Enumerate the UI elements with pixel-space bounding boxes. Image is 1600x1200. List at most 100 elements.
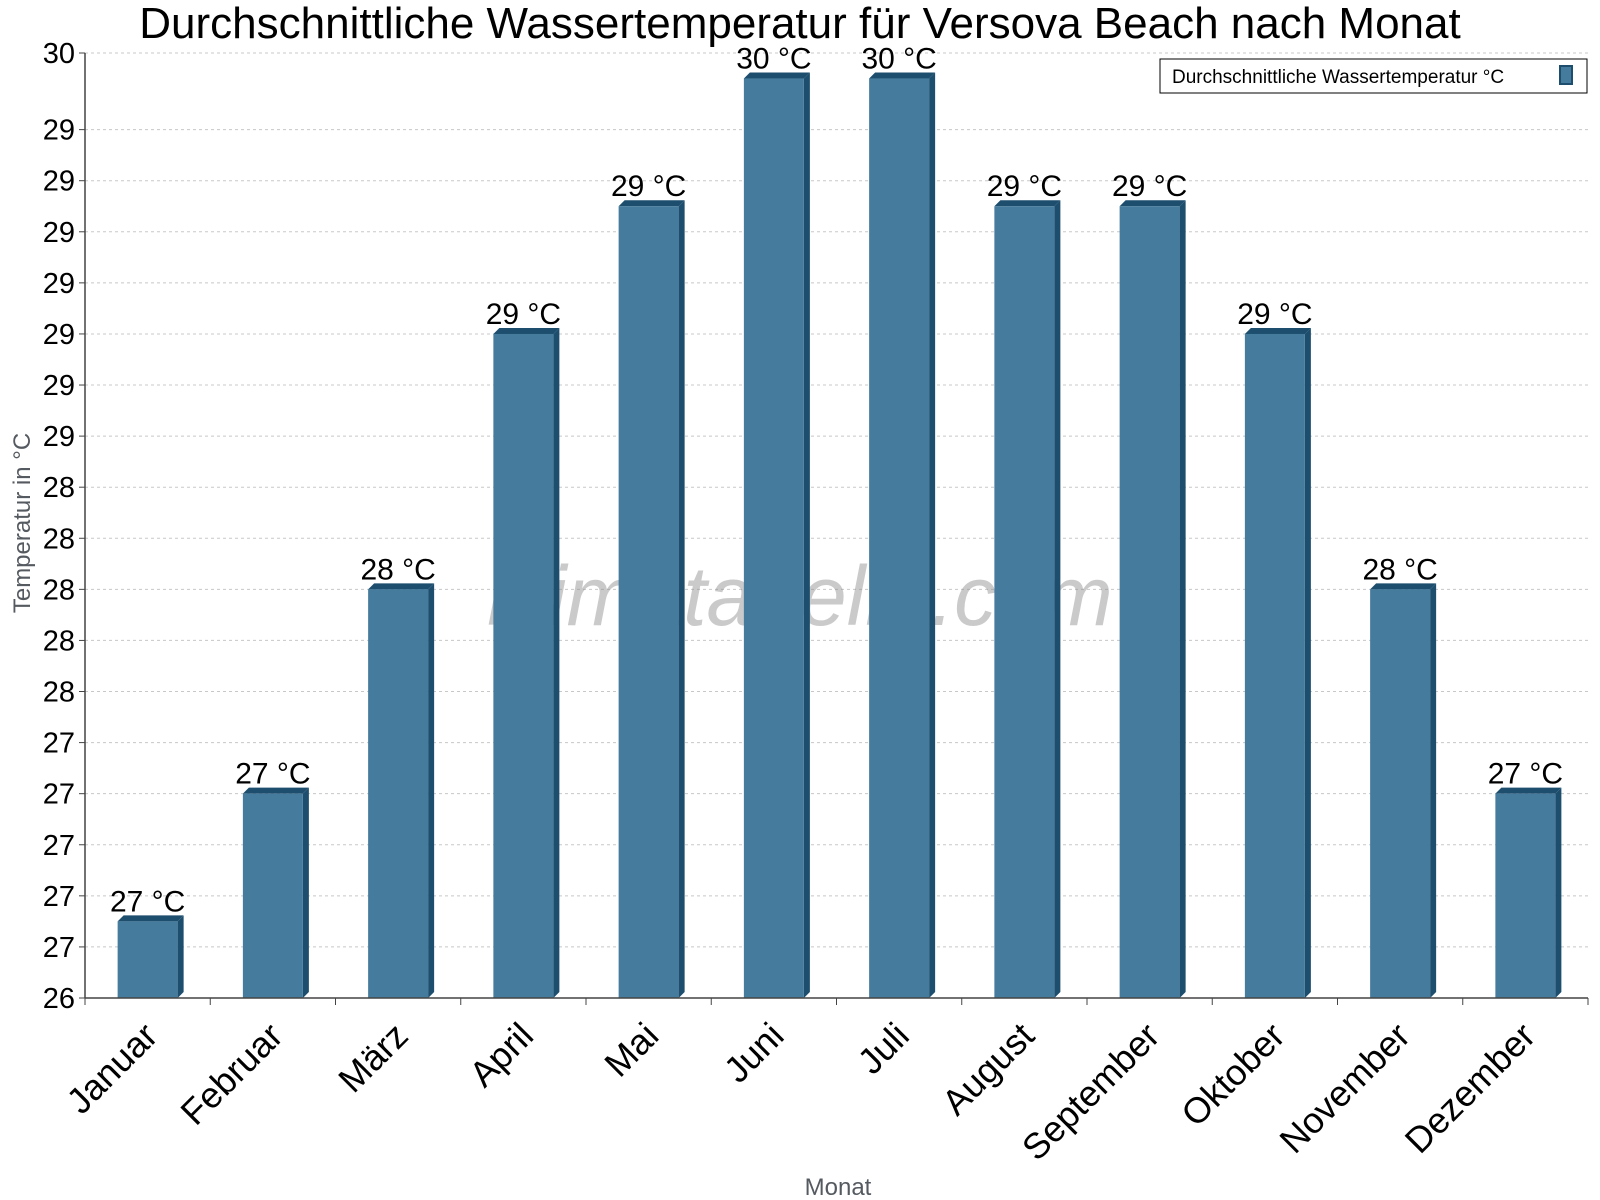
data-label: 28 °C — [360, 553, 435, 586]
data-label: 28 °C — [1362, 553, 1437, 586]
x-tick-label: Juni — [716, 1015, 792, 1091]
data-label: 29 °C — [987, 170, 1062, 203]
bar-top — [1495, 787, 1562, 794]
x-tick-label: September — [1014, 1015, 1168, 1169]
bar-top — [368, 583, 435, 590]
bar-side — [1555, 787, 1562, 998]
data-label: 29 °C — [1237, 298, 1312, 331]
data-label: 27 °C — [1488, 758, 1563, 791]
data-label: 30 °C — [736, 43, 811, 76]
y-tick-label: 28 — [43, 677, 75, 709]
y-tick-label: 27 — [43, 779, 75, 811]
grid-lines — [85, 52, 1588, 948]
x-tick-label: Oktober — [1173, 1015, 1293, 1135]
bar-body — [994, 206, 1055, 999]
y-tick-label: 28 — [43, 574, 75, 606]
y-tick-label: 29 — [43, 217, 75, 249]
legend-box — [1159, 58, 1588, 94]
x-tick-label: Dezember — [1397, 1015, 1543, 1161]
y-tick-label: 30 — [43, 38, 75, 70]
y-tick-label: 26 — [43, 983, 75, 1015]
bar-body — [1119, 206, 1180, 999]
x-tick-label: Januar — [58, 1015, 165, 1122]
legend-label: Durchschnittliche Wassertemperatur °C — [1172, 67, 1504, 88]
bar-body — [368, 589, 429, 998]
legend-swatch — [1559, 65, 1573, 85]
bar-3: 29 °C — [486, 298, 561, 999]
bar-top — [618, 200, 685, 207]
bar-side — [428, 583, 435, 998]
data-label: 29 °C — [611, 170, 686, 203]
bar-body — [1244, 333, 1305, 999]
chart-title: Durchschnittliche Wassertemperatur für V… — [139, 0, 1460, 48]
x-axis-ticks: Januar Februar März April Mai Juni Juli AugustS… — [58, 998, 1589, 1169]
bar-1: 27 °C — [235, 758, 311, 998]
x-tick-label: November — [1271, 1015, 1417, 1161]
y-axis-ticks: 26 27 27 27 27 27 28 28 28 28 28 29 29 29 29 29 29 29 30 — [43, 38, 85, 1015]
bar-body — [493, 333, 554, 999]
bar-4: 29 °C — [611, 170, 686, 999]
data-label: 29 °C — [486, 298, 561, 331]
bar-side — [1179, 200, 1186, 999]
bar-body — [618, 206, 679, 999]
x-tick-label: April — [461, 1015, 541, 1095]
bar-side — [553, 327, 560, 999]
bar-side — [177, 915, 184, 998]
bar-top — [1244, 327, 1311, 334]
y-tick-label: 27 — [43, 830, 75, 862]
bar-7: 29 °C — [987, 170, 1062, 999]
bar-6: 30 °C — [861, 43, 937, 999]
bar-top — [1370, 583, 1437, 590]
bar-top — [994, 200, 1061, 207]
bar-body — [743, 78, 804, 999]
data-label: 27 °C — [235, 758, 310, 791]
bar-top — [743, 72, 810, 79]
y-tick-label: 27 — [43, 932, 75, 964]
bar-body — [1495, 793, 1556, 998]
y-tick-label: 27 — [43, 881, 75, 913]
y-axis-label: Temperatur in °C — [9, 433, 36, 613]
data-label: 30 °C — [861, 43, 936, 76]
x-tick-label: Mai — [596, 1015, 666, 1085]
x-tick-label: März — [330, 1015, 416, 1101]
bar-9: 29 °C — [1237, 298, 1313, 999]
bar-series: 27 °C 27 °C 28 °C 29 °C 29 °C 30 °C 30 °C 29 °C… — [110, 43, 1563, 999]
y-tick-label: 28 — [43, 523, 75, 555]
bar-5: 30 °C — [736, 43, 812, 999]
bar-body — [242, 793, 303, 998]
bar-10: 28 °C — [1362, 553, 1438, 998]
axes — [84, 53, 1588, 999]
x-tick-label: August — [934, 1015, 1042, 1123]
bar-side — [803, 72, 810, 999]
bar-top — [869, 72, 936, 79]
bar-top — [493, 327, 560, 334]
y-tick-label: 29 — [43, 268, 75, 300]
bar-body — [869, 78, 930, 999]
bar-side — [929, 72, 936, 999]
y-tick-label: 29 — [43, 166, 75, 198]
x-tick-label: Juli — [850, 1015, 917, 1082]
bar-0: 27 °C — [110, 885, 185, 998]
bar-side — [302, 787, 309, 998]
bar-top — [1119, 200, 1186, 207]
bar-11: 27 °C — [1488, 758, 1563, 998]
bar-side — [1304, 327, 1311, 999]
y-tick-label: 27 — [43, 728, 75, 760]
y-tick-label: 28 — [43, 472, 75, 504]
y-tick-label: 29 — [43, 421, 75, 453]
y-tick-label: 28 — [43, 625, 75, 657]
bar-top — [242, 787, 309, 794]
bar-body — [117, 921, 178, 998]
bar-top — [117, 915, 184, 922]
bar-side — [1054, 200, 1061, 999]
x-tick-label: Februar — [172, 1015, 290, 1133]
bar-side — [678, 200, 685, 999]
legend: Durchschnittliche Wassertemperatur °C — [1159, 58, 1588, 94]
y-tick-label: 29 — [43, 319, 75, 351]
bar-2: 28 °C — [360, 553, 436, 998]
y-tick-label: 29 — [43, 115, 75, 147]
x-axis-label: Monat — [805, 1174, 872, 1200]
data-label: 27 °C — [110, 885, 185, 918]
data-label: 29 °C — [1112, 170, 1187, 203]
